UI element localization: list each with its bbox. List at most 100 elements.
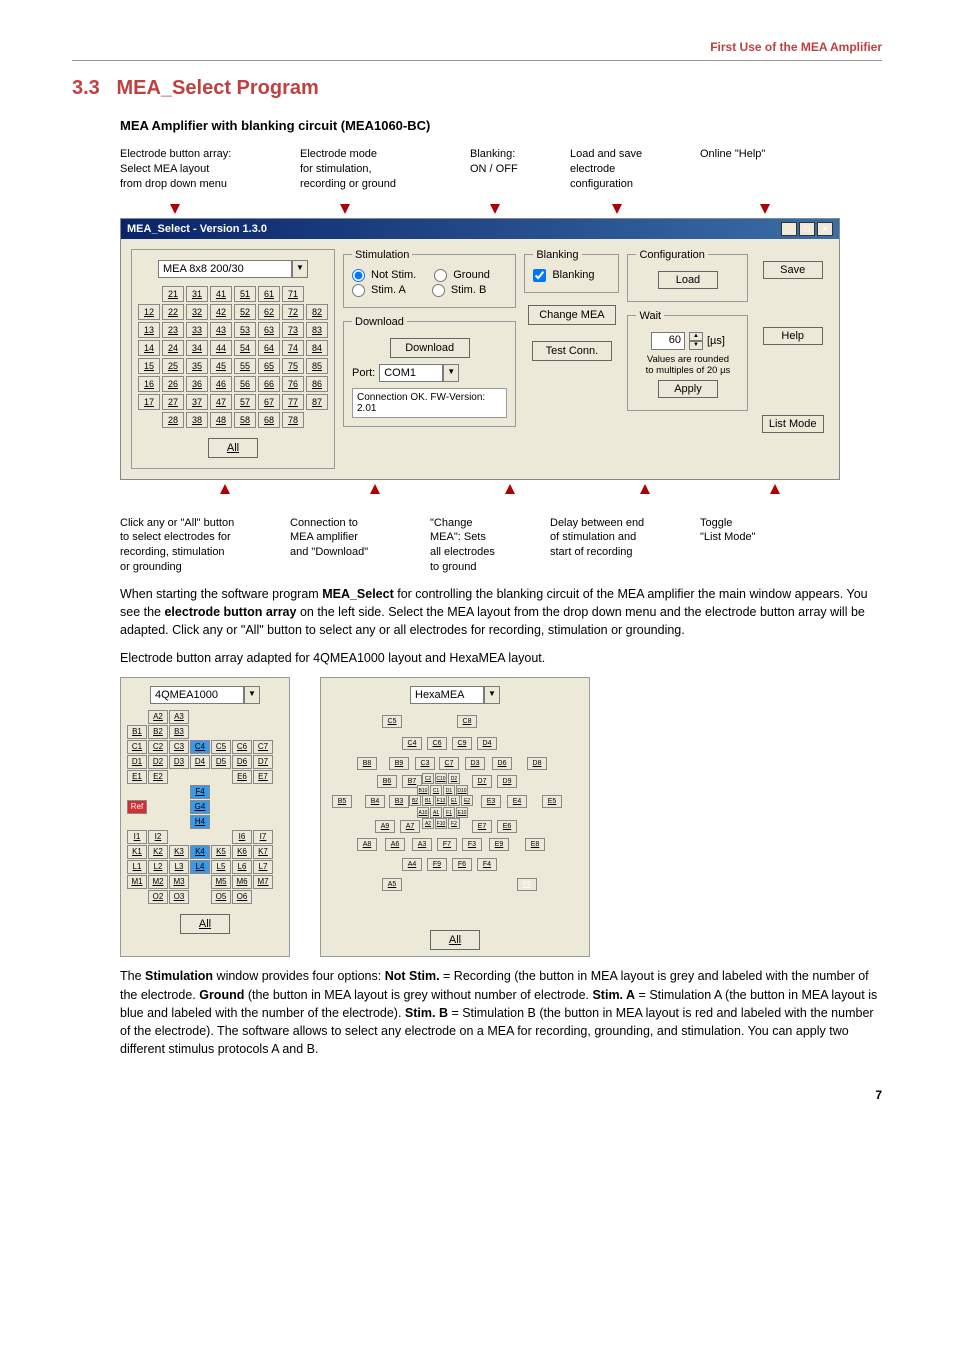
electrode-button[interactable]: C3 (169, 740, 189, 754)
electrode-button[interactable]: E7 (472, 820, 492, 833)
electrode-button[interactable]: 48 (210, 412, 232, 428)
electrode-button[interactable]: 74 (282, 340, 304, 356)
electrode-button[interactable]: A8 (357, 838, 377, 851)
electrode-button[interactable]: K4 (190, 845, 210, 859)
electrode-button[interactable]: E4 (507, 795, 527, 808)
electrode-button[interactable]: E6 (497, 820, 517, 833)
electrode-button[interactable]: B2 (148, 725, 168, 739)
blanking-checkbox[interactable] (533, 269, 546, 282)
electrode-button[interactable]: A1 (430, 807, 442, 818)
electrode-button[interactable]: D9 (497, 775, 517, 788)
electrode-button[interactable]: D3 (465, 757, 485, 770)
electrode-button[interactable]: B6 (377, 775, 397, 788)
list-mode-button[interactable]: List Mode (762, 415, 824, 433)
electrode-button[interactable]: L1 (127, 860, 147, 874)
electrode-button[interactable]: M6 (232, 875, 252, 889)
electrode-button[interactable]: L5 (211, 860, 231, 874)
electrode-button[interactable]: I1 (127, 830, 147, 844)
electrode-button[interactable]: F6 (452, 858, 472, 871)
electrode-button[interactable]: L2 (148, 860, 168, 874)
electrode-button[interactable]: 44 (210, 340, 232, 356)
electrode-button[interactable]: Ref (127, 800, 147, 814)
electrode-button[interactable]: O2 (148, 890, 168, 904)
electrode-button[interactable]: 56 (234, 376, 256, 392)
electrode-button[interactable]: C4 (190, 740, 210, 754)
wait-value[interactable]: 60 (651, 332, 685, 350)
stim-b-radio[interactable] (432, 284, 445, 297)
electrode-button[interactable]: O3 (169, 890, 189, 904)
electrode-button[interactable]: 82 (306, 304, 328, 320)
electrode-button[interactable]: B1 (127, 725, 147, 739)
electrode-button[interactable]: I7 (253, 830, 273, 844)
electrode-button[interactable]: E8 (525, 838, 545, 851)
electrode-button[interactable]: 75 (282, 358, 304, 374)
electrode-button[interactable]: B8 (357, 757, 377, 770)
electrode-button[interactable]: 87 (306, 394, 328, 410)
electrode-button[interactable]: 62 (258, 304, 280, 320)
electrode-button[interactable]: M7 (253, 875, 273, 889)
electrode-button[interactable]: C10 (435, 773, 447, 784)
electrode-button[interactable]: 53 (234, 322, 256, 338)
electrode-button[interactable]: A9 (375, 820, 395, 833)
spin-down-icon[interactable]: ▼ (689, 341, 703, 350)
electrode-button[interactable]: M5 (211, 875, 231, 889)
all-button[interactable]: All (208, 438, 258, 458)
test-conn-button[interactable]: Test Conn. (532, 341, 612, 361)
electrode-button[interactable]: 47 (210, 394, 232, 410)
electrode-button[interactable]: 58 (234, 412, 256, 428)
electrode-button[interactable]: F10 (435, 818, 447, 829)
electrode-button[interactable]: 57 (234, 394, 256, 410)
electrode-button[interactable]: E2 (461, 795, 473, 806)
electrode-button[interactable]: E10 (456, 807, 468, 818)
electrode-button[interactable]: 12 (138, 304, 160, 320)
electrode-button[interactable]: D7 (472, 775, 492, 788)
electrode-button[interactable]: 76 (282, 376, 304, 392)
electrode-button[interactable]: B5 (332, 795, 352, 808)
electrode-button[interactable]: M3 (169, 875, 189, 889)
electrode-button[interactable]: 34 (186, 340, 208, 356)
electrode-button[interactable]: A2 (148, 710, 168, 724)
electrode-button[interactable]: A3 (412, 838, 432, 851)
electrode-button[interactable]: 26 (162, 376, 184, 392)
electrode-button[interactable]: A3 (169, 710, 189, 724)
electrode-button[interactable]: F9 (427, 858, 447, 871)
electrode-button[interactable]: 83 (306, 322, 328, 338)
load-button[interactable]: Load (658, 271, 718, 289)
electrode-button[interactable]: 64 (258, 340, 280, 356)
electrode-button[interactable]: F13 (435, 795, 447, 806)
ground-radio[interactable] (434, 269, 447, 282)
all-button-4q[interactable]: All (180, 914, 230, 934)
electrode-button[interactable]: C9 (452, 737, 472, 750)
electrode-button[interactable]: H4 (190, 815, 210, 829)
apply-button[interactable]: Apply (658, 380, 718, 398)
not-stim-radio[interactable] (352, 269, 365, 282)
electrode-button[interactable]: 73 (282, 322, 304, 338)
electrode-button[interactable]: 66 (258, 376, 280, 392)
electrode-button[interactable]: C5 (382, 715, 402, 728)
electrode-button[interactable]: E2 (148, 770, 168, 784)
electrode-button[interactable]: E1 (448, 795, 460, 806)
electrode-button[interactable]: 84 (306, 340, 328, 356)
electrode-button[interactable]: B3 (169, 725, 189, 739)
electrode-button[interactable]: 16 (138, 376, 160, 392)
electrode-button[interactable]: B4 (365, 795, 385, 808)
electrode-button[interactable]: D5 (211, 755, 231, 769)
electrode-button[interactable]: G4 (190, 800, 210, 814)
electrode-button[interactable]: 54 (234, 340, 256, 356)
electrode-button[interactable]: F3 (462, 838, 482, 851)
electrode-button[interactable]: D3 (169, 755, 189, 769)
electrode-button[interactable]: F5 (517, 878, 537, 891)
chevron-down-icon[interactable]: ▼ (484, 686, 500, 704)
electrode-button[interactable]: K3 (169, 845, 189, 859)
electrode-button[interactable]: C7 (253, 740, 273, 754)
electrode-button[interactable]: 63 (258, 322, 280, 338)
electrode-button[interactable]: 72 (282, 304, 304, 320)
electrode-button[interactable]: B2 (409, 795, 421, 806)
electrode-button[interactable]: 77 (282, 394, 304, 410)
electrode-button[interactable]: 45 (210, 358, 232, 374)
electrode-button[interactable]: 38 (186, 412, 208, 428)
electrode-button[interactable]: E9 (489, 838, 509, 851)
electrode-button[interactable]: 55 (234, 358, 256, 374)
electrode-button[interactable]: I6 (232, 830, 252, 844)
electrode-button[interactable]: D8 (527, 757, 547, 770)
